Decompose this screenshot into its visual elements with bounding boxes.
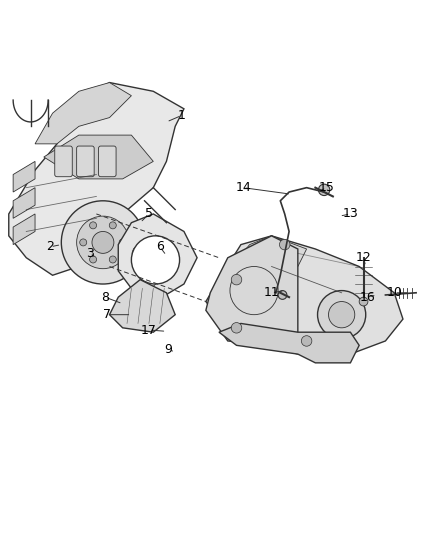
Text: 7: 7 [103,308,111,321]
Polygon shape [13,214,35,245]
FancyBboxPatch shape [77,146,94,177]
Circle shape [80,239,87,246]
Polygon shape [44,135,153,179]
Polygon shape [13,188,35,219]
Circle shape [61,201,145,284]
Circle shape [231,274,242,285]
Circle shape [328,302,355,328]
Polygon shape [35,83,131,144]
Polygon shape [9,83,184,275]
Polygon shape [110,280,175,332]
Circle shape [359,297,368,306]
FancyBboxPatch shape [99,146,116,177]
Circle shape [318,290,366,339]
Text: 13: 13 [343,207,358,221]
Circle shape [109,222,117,229]
Circle shape [279,239,290,250]
Text: 10: 10 [386,286,402,300]
Text: 16: 16 [360,290,376,304]
Text: 6: 6 [156,240,164,253]
Polygon shape [219,324,359,363]
Text: 5: 5 [145,207,153,221]
Text: 2: 2 [46,240,54,253]
Circle shape [77,216,129,269]
Text: 17: 17 [141,324,157,336]
Text: 14: 14 [235,181,251,194]
Circle shape [278,290,287,300]
Circle shape [89,256,96,263]
Circle shape [159,259,174,274]
Circle shape [141,272,157,287]
Polygon shape [228,236,307,275]
Text: 12: 12 [356,251,371,264]
Circle shape [109,256,117,263]
Text: 1: 1 [178,109,186,122]
Text: 8: 8 [101,290,109,304]
Circle shape [131,236,180,284]
Text: 15: 15 [318,181,334,194]
Circle shape [301,336,312,346]
Text: 3: 3 [86,247,94,260]
Circle shape [92,231,114,253]
Circle shape [89,222,96,229]
Circle shape [318,184,330,196]
Text: 9: 9 [165,343,173,356]
Polygon shape [13,161,35,192]
Polygon shape [118,214,197,297]
Circle shape [132,246,148,261]
Circle shape [231,322,242,333]
FancyBboxPatch shape [55,146,72,177]
Circle shape [119,239,126,246]
Text: 11: 11 [264,286,279,300]
Polygon shape [206,236,298,345]
Polygon shape [206,236,403,354]
